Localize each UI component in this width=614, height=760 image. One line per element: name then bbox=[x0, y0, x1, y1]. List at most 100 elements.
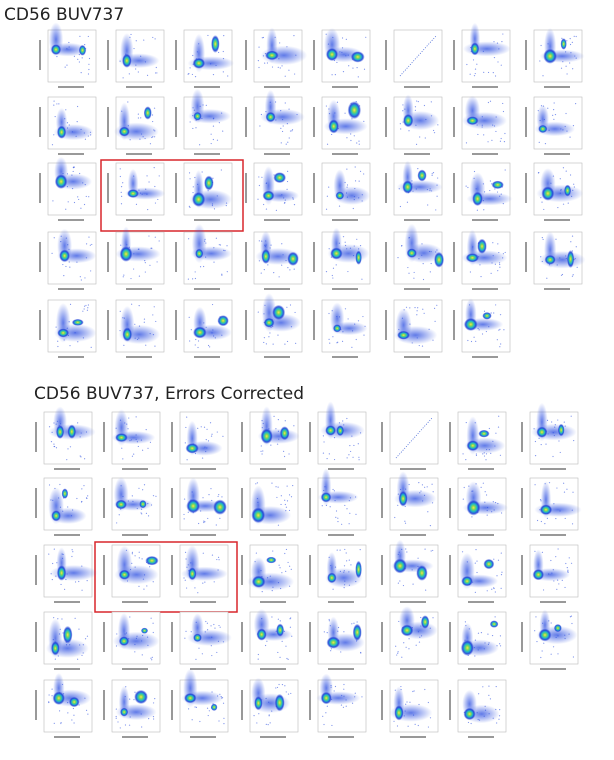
event-dot bbox=[210, 133, 212, 135]
event-dot bbox=[463, 486, 465, 489]
event-dot bbox=[51, 144, 54, 146]
event-dot bbox=[416, 100, 418, 102]
event-dot bbox=[286, 657, 288, 660]
event-dot bbox=[351, 346, 353, 348]
event-dot bbox=[556, 588, 558, 590]
event-dot bbox=[493, 125, 496, 127]
plot-panel bbox=[449, 679, 507, 738]
event-dot bbox=[138, 557, 140, 559]
event-dot bbox=[427, 726, 430, 728]
event-dot bbox=[205, 104, 207, 106]
density-core bbox=[195, 248, 204, 259]
event-dot bbox=[436, 304, 438, 306]
density-core bbox=[139, 499, 147, 509]
event-dot bbox=[473, 75, 476, 77]
event-dot bbox=[264, 304, 266, 306]
event-dot bbox=[150, 247, 152, 249]
event-dot bbox=[199, 105, 201, 107]
event-dot bbox=[550, 653, 552, 655]
event-dot bbox=[412, 583, 414, 585]
density-core bbox=[140, 627, 149, 634]
density-core bbox=[325, 425, 336, 436]
event-dot bbox=[400, 688, 402, 691]
event-dot bbox=[397, 651, 399, 653]
event-dot bbox=[562, 129, 564, 131]
event-dot bbox=[322, 435, 325, 437]
event-dot bbox=[76, 261, 78, 263]
event-dot bbox=[124, 724, 127, 726]
event-dot bbox=[216, 139, 219, 141]
event-dot bbox=[221, 496, 223, 498]
event-dot bbox=[486, 590, 488, 592]
plot-panel bbox=[107, 299, 165, 358]
axis-label-placeholder bbox=[381, 690, 383, 720]
event-dot bbox=[540, 105, 543, 107]
event-dot bbox=[122, 458, 124, 460]
event-dot bbox=[278, 564, 280, 566]
event-dot bbox=[400, 128, 402, 130]
event-dot bbox=[353, 444, 355, 447]
event-dot bbox=[201, 653, 203, 655]
event-dot bbox=[348, 571, 350, 573]
event-dot bbox=[548, 573, 550, 575]
event-dot bbox=[329, 506, 331, 508]
axis-label-placeholder bbox=[194, 356, 220, 358]
axis-label-placeholder bbox=[190, 468, 216, 470]
event-dot bbox=[216, 695, 219, 697]
event-dot bbox=[77, 196, 79, 198]
event-dot bbox=[503, 141, 506, 143]
event-dot bbox=[425, 118, 427, 121]
event-dot bbox=[575, 35, 577, 38]
event-dot bbox=[200, 510, 202, 512]
event-dot bbox=[81, 589, 83, 591]
event-dot bbox=[491, 139, 493, 141]
plot-panel bbox=[171, 611, 232, 670]
event-dot bbox=[553, 109, 555, 111]
event-dot bbox=[335, 516, 337, 518]
event-dot bbox=[190, 329, 192, 331]
density-core bbox=[122, 53, 132, 68]
event-dot bbox=[88, 236, 90, 238]
event-dot bbox=[143, 574, 146, 576]
event-dot bbox=[405, 488, 407, 490]
event-dot bbox=[546, 517, 549, 519]
event-dot bbox=[348, 559, 350, 561]
event-dot bbox=[52, 200, 54, 202]
event-dot bbox=[348, 584, 351, 586]
event-dot bbox=[258, 184, 261, 187]
event-dot bbox=[574, 55, 576, 57]
event-dot bbox=[552, 114, 554, 116]
event-dot bbox=[361, 696, 363, 698]
event-dot bbox=[356, 238, 358, 240]
plot-panel bbox=[245, 230, 303, 290]
event-dot bbox=[430, 190, 433, 192]
event-dot bbox=[354, 166, 356, 168]
event-dot bbox=[189, 206, 191, 208]
density-core bbox=[489, 620, 499, 628]
plot-panel bbox=[171, 544, 229, 603]
event-dot bbox=[72, 551, 74, 553]
event-dot bbox=[330, 650, 332, 652]
event-dot bbox=[187, 278, 189, 280]
event-dot bbox=[131, 551, 133, 553]
event-dot bbox=[331, 310, 333, 312]
event-dot bbox=[468, 628, 470, 630]
density-core bbox=[538, 124, 548, 134]
event-dot bbox=[555, 636, 557, 639]
event-dot bbox=[80, 501, 83, 503]
axis-label-placeholder bbox=[313, 310, 315, 340]
event-dot bbox=[476, 209, 478, 211]
event-dot bbox=[134, 643, 136, 646]
axis-label-placeholder bbox=[241, 422, 243, 452]
event-dot bbox=[492, 717, 494, 719]
event-dot bbox=[194, 706, 196, 708]
event-dot bbox=[534, 630, 536, 632]
event-dot bbox=[53, 422, 55, 424]
density-core bbox=[251, 575, 266, 588]
density-core bbox=[57, 328, 70, 338]
axis-label-placeholder bbox=[122, 668, 148, 670]
event-dot bbox=[483, 191, 486, 193]
event-dot bbox=[553, 434, 555, 437]
event-dot bbox=[432, 129, 435, 132]
event-dot bbox=[476, 63, 478, 65]
